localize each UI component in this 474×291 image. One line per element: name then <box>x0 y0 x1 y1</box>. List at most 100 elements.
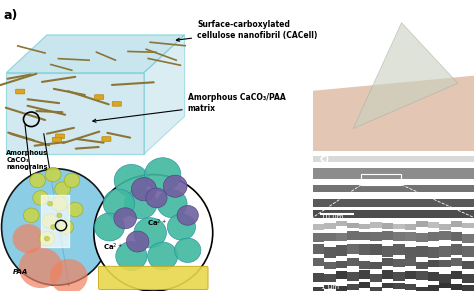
FancyBboxPatch shape <box>324 262 336 269</box>
FancyBboxPatch shape <box>370 274 382 282</box>
Circle shape <box>164 175 187 197</box>
FancyBboxPatch shape <box>347 223 359 228</box>
FancyBboxPatch shape <box>417 272 428 280</box>
Bar <box>361 174 401 185</box>
FancyBboxPatch shape <box>347 272 359 281</box>
FancyBboxPatch shape <box>324 223 336 229</box>
FancyBboxPatch shape <box>347 284 359 290</box>
FancyBboxPatch shape <box>451 244 462 255</box>
FancyBboxPatch shape <box>382 231 393 240</box>
Circle shape <box>167 214 195 240</box>
Circle shape <box>50 259 88 291</box>
FancyBboxPatch shape <box>313 199 474 207</box>
FancyBboxPatch shape <box>405 271 416 279</box>
Circle shape <box>30 173 46 188</box>
Circle shape <box>125 189 157 219</box>
FancyBboxPatch shape <box>313 244 324 254</box>
Text: 10 μm: 10 μm <box>321 214 343 220</box>
FancyBboxPatch shape <box>382 270 393 279</box>
Circle shape <box>55 182 71 196</box>
FancyBboxPatch shape <box>336 261 347 268</box>
Circle shape <box>103 189 135 218</box>
Text: Amorphous CaCO₃/PAA
matrix: Amorphous CaCO₃/PAA matrix <box>93 93 285 122</box>
FancyBboxPatch shape <box>405 233 416 241</box>
FancyBboxPatch shape <box>52 137 61 142</box>
FancyBboxPatch shape <box>313 258 324 266</box>
FancyBboxPatch shape <box>417 262 428 269</box>
Text: c): c) <box>319 154 329 164</box>
Text: 1 μm: 1 μm <box>321 284 339 290</box>
Polygon shape <box>353 23 458 129</box>
Circle shape <box>46 167 61 182</box>
FancyBboxPatch shape <box>451 221 462 227</box>
FancyBboxPatch shape <box>313 233 324 242</box>
FancyBboxPatch shape <box>55 134 64 139</box>
FancyBboxPatch shape <box>41 195 69 247</box>
Ellipse shape <box>1 169 111 285</box>
FancyBboxPatch shape <box>451 271 462 279</box>
FancyBboxPatch shape <box>417 246 428 257</box>
FancyBboxPatch shape <box>336 271 347 279</box>
Circle shape <box>116 242 147 271</box>
FancyBboxPatch shape <box>463 234 474 243</box>
Circle shape <box>174 238 201 262</box>
FancyBboxPatch shape <box>439 246 451 257</box>
FancyBboxPatch shape <box>102 137 111 141</box>
FancyBboxPatch shape <box>382 246 393 257</box>
FancyBboxPatch shape <box>359 261 370 269</box>
FancyBboxPatch shape <box>324 284 336 290</box>
FancyBboxPatch shape <box>405 258 416 266</box>
Circle shape <box>58 220 73 234</box>
FancyBboxPatch shape <box>382 223 393 229</box>
FancyBboxPatch shape <box>428 285 439 291</box>
Circle shape <box>157 190 187 218</box>
FancyBboxPatch shape <box>16 89 25 94</box>
Circle shape <box>12 224 44 253</box>
FancyBboxPatch shape <box>313 273 324 282</box>
FancyBboxPatch shape <box>382 258 393 266</box>
FancyBboxPatch shape <box>439 274 451 283</box>
Circle shape <box>57 213 62 218</box>
FancyBboxPatch shape <box>347 258 359 266</box>
FancyBboxPatch shape <box>439 283 451 288</box>
Circle shape <box>148 242 178 270</box>
FancyBboxPatch shape <box>463 246 474 257</box>
Ellipse shape <box>94 175 213 291</box>
FancyBboxPatch shape <box>99 266 208 290</box>
FancyBboxPatch shape <box>370 262 382 269</box>
FancyBboxPatch shape <box>324 233 336 241</box>
FancyBboxPatch shape <box>428 247 439 258</box>
FancyBboxPatch shape <box>417 221 428 227</box>
Circle shape <box>127 231 149 252</box>
FancyBboxPatch shape <box>393 259 405 267</box>
FancyBboxPatch shape <box>439 260 451 267</box>
Circle shape <box>94 213 125 241</box>
FancyBboxPatch shape <box>336 233 347 242</box>
FancyBboxPatch shape <box>347 244 359 254</box>
FancyBboxPatch shape <box>451 233 462 241</box>
FancyBboxPatch shape <box>313 157 474 162</box>
FancyBboxPatch shape <box>393 272 405 281</box>
FancyBboxPatch shape <box>393 244 405 255</box>
Circle shape <box>24 208 39 223</box>
Circle shape <box>33 191 48 205</box>
FancyBboxPatch shape <box>428 233 439 241</box>
FancyBboxPatch shape <box>347 231 359 239</box>
FancyBboxPatch shape <box>370 287 382 291</box>
FancyBboxPatch shape <box>463 223 474 228</box>
Polygon shape <box>6 73 144 154</box>
Circle shape <box>134 218 166 248</box>
FancyBboxPatch shape <box>370 222 382 228</box>
Circle shape <box>39 231 55 246</box>
FancyBboxPatch shape <box>417 287 428 291</box>
FancyBboxPatch shape <box>359 223 370 229</box>
FancyBboxPatch shape <box>359 270 370 279</box>
Text: Surface-carboxylated
cellulose nanofibril (CACell): Surface-carboxylated cellulose nanofibri… <box>176 20 318 41</box>
Text: Amorphous
CaCO₃
nanograins: Amorphous CaCO₃ nanograins <box>6 150 48 170</box>
Circle shape <box>42 214 58 228</box>
Circle shape <box>146 188 167 208</box>
Circle shape <box>177 205 198 225</box>
Text: a): a) <box>3 9 18 22</box>
FancyBboxPatch shape <box>451 284 462 290</box>
FancyBboxPatch shape <box>313 210 474 218</box>
